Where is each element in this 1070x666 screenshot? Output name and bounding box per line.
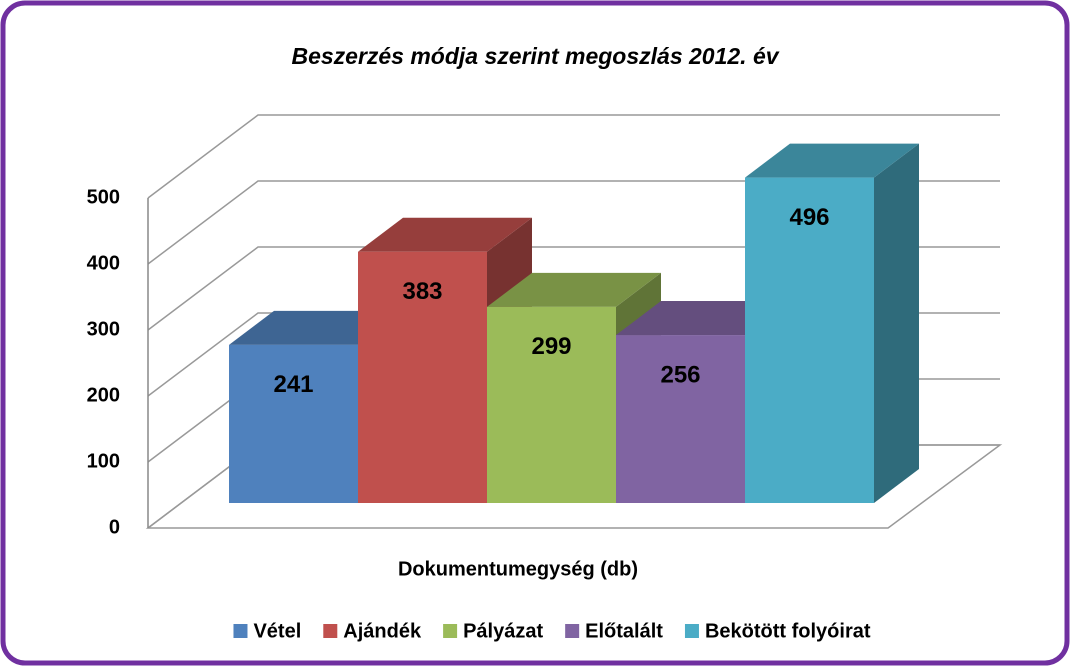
y-tick-label: 300 (87, 318, 120, 340)
data-label: 256 (660, 361, 700, 388)
legend-label: Előtalált (585, 620, 663, 642)
legend-swatch (684, 624, 699, 638)
legend-swatch (443, 624, 458, 638)
bar-top (487, 272, 661, 307)
data-label: 299 (531, 333, 571, 360)
chart-title: Beszerzés módja szerint megoszlás 2012. … (291, 43, 779, 69)
data-label: 241 (273, 371, 313, 398)
y-tick-label: 400 (87, 252, 120, 274)
bar (358, 251, 487, 503)
bar (616, 335, 745, 503)
legend-label: Pályázat (463, 620, 543, 642)
bar-side (874, 143, 919, 503)
data-label: 496 (789, 204, 829, 231)
legend-swatch (323, 624, 338, 638)
data-label: 383 (402, 278, 442, 305)
y-tick-label: 200 (87, 384, 120, 406)
y-tick-label: 0 (109, 516, 120, 538)
category-label: Dokumentumegység (db) (398, 558, 638, 580)
legend-label: Ajándék (343, 620, 422, 642)
bar (487, 306, 616, 503)
y-tick-label: 100 (87, 450, 120, 472)
legend-label: Bekötött folyóirat (705, 620, 871, 642)
bar-top (358, 217, 532, 252)
bar-top (745, 143, 919, 178)
legend-swatch (233, 624, 248, 638)
grid-line (147, 114, 1000, 199)
legend-label: Vétel (253, 620, 301, 642)
legend-swatch (565, 624, 580, 638)
bar (745, 177, 874, 503)
bar (229, 344, 358, 503)
y-tick-label: 500 (87, 186, 120, 208)
